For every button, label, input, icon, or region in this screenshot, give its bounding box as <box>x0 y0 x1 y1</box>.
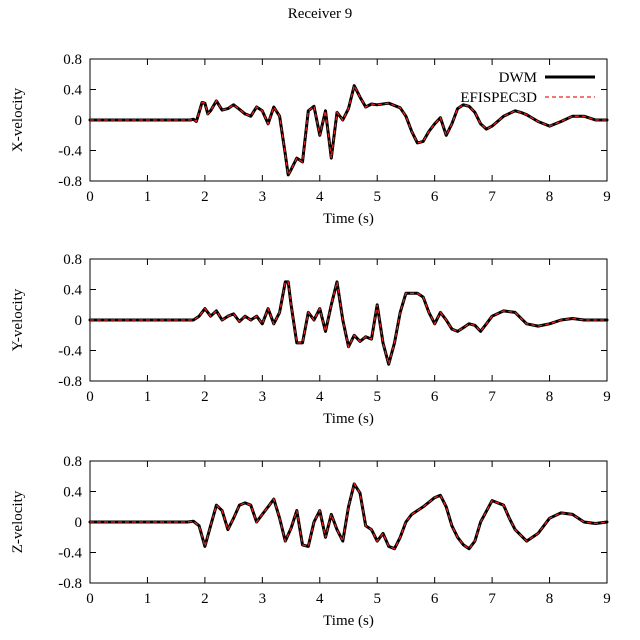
x-tick-label: 7 <box>488 591 496 607</box>
figure-title: Receiver 9 <box>287 6 353 22</box>
y-tick-label: -0.4 <box>58 546 82 562</box>
x-tick-label: 4 <box>316 389 324 405</box>
y-tick-label: -0.8 <box>58 174 82 190</box>
x-tick-label: 2 <box>201 591 209 607</box>
x-tick-label: 5 <box>373 591 381 607</box>
x-tick-label: 5 <box>373 389 381 405</box>
x-tick-label: 8 <box>546 591 554 607</box>
x-tick-label: 8 <box>546 389 554 405</box>
y-axis-label: Z-velocity <box>10 490 26 553</box>
x-tick-label: 1 <box>144 591 152 607</box>
y-tick-label: 0 <box>75 313 83 329</box>
y-tick-label: 0.4 <box>63 283 82 299</box>
x-tick-label: 4 <box>316 189 324 205</box>
x-tick-label: 9 <box>603 591 611 607</box>
series-dwm-line <box>88 280 609 366</box>
series-efispec3d-line <box>90 83 607 177</box>
x-tick-label: 5 <box>373 189 381 205</box>
x-axis-label: Time (s) <box>323 411 374 427</box>
y-tick-label: 0.8 <box>63 52 82 68</box>
y-tick-label: -0.8 <box>58 576 82 592</box>
panel-z-velocity: 0 1 2 3 4 5 6 7 8 9 0.8 0.4 0 -0.4 -0.8 Time (s) Z-veloc… <box>10 454 611 629</box>
x-tick-label: 2 <box>201 189 209 205</box>
x-tick-label: 9 <box>603 189 611 205</box>
x-tick-label: 1 <box>144 389 152 405</box>
x-tick-label: 3 <box>259 189 267 205</box>
x-tick-label: 0 <box>86 591 94 607</box>
panel-y-velocity: 0 1 2 3 4 5 6 7 8 9 0.8 0.4 0 -0.4 -0.8 Time (s) Y-veloc… <box>10 252 611 427</box>
legend-label-dwm: DWM <box>499 70 537 86</box>
x-tick-label: 3 <box>259 591 267 607</box>
y-tick-label: -0.8 <box>58 374 82 390</box>
legend-label-efispec3d: EFISPEC3D <box>460 90 537 106</box>
x-tick-label: 2 <box>201 389 209 405</box>
series-efispec3d-line <box>90 482 608 550</box>
legend: DWM EFISPEC3D <box>460 70 595 106</box>
x-tick-label: 6 <box>431 389 439 405</box>
y-tick-label: 0.4 <box>63 485 82 501</box>
x-tick-label: 9 <box>603 389 611 405</box>
y-tick-label: 0.4 <box>63 83 82 99</box>
y-tick-label: 0 <box>75 113 83 129</box>
x-tick-label: 6 <box>431 591 439 607</box>
x-tick-label: 8 <box>546 189 554 205</box>
x-tick-label: 7 <box>488 189 496 205</box>
x-axis-label: Time (s) <box>323 613 374 629</box>
y-tick-label: -0.4 <box>58 144 82 160</box>
series-dwm-line <box>88 482 609 551</box>
y-axis-label: X-velocity <box>10 87 26 152</box>
x-tick-label: 7 <box>488 389 496 405</box>
x-tick-label: 0 <box>86 389 94 405</box>
series-efispec3d-line <box>90 281 607 367</box>
y-tick-label: 0.8 <box>63 252 82 268</box>
panel-x-velocity: 0 1 2 3 4 5 6 7 8 9 0.8 0.4 0 -0.4 -0.8 Time (s) X-veloc… <box>10 52 611 227</box>
y-tick-label: 0 <box>75 515 83 531</box>
x-tick-label: 4 <box>316 591 324 607</box>
y-axis-label: Y-velocity <box>10 288 26 351</box>
x-tick-label: 0 <box>86 189 94 205</box>
x-tick-label: 3 <box>259 389 267 405</box>
x-tick-label: 1 <box>144 189 152 205</box>
x-axis-label: Time (s) <box>323 211 374 227</box>
x-tick-label: 6 <box>431 189 439 205</box>
y-tick-label: 0.8 <box>63 454 82 470</box>
y-tick-label: -0.4 <box>58 344 82 360</box>
